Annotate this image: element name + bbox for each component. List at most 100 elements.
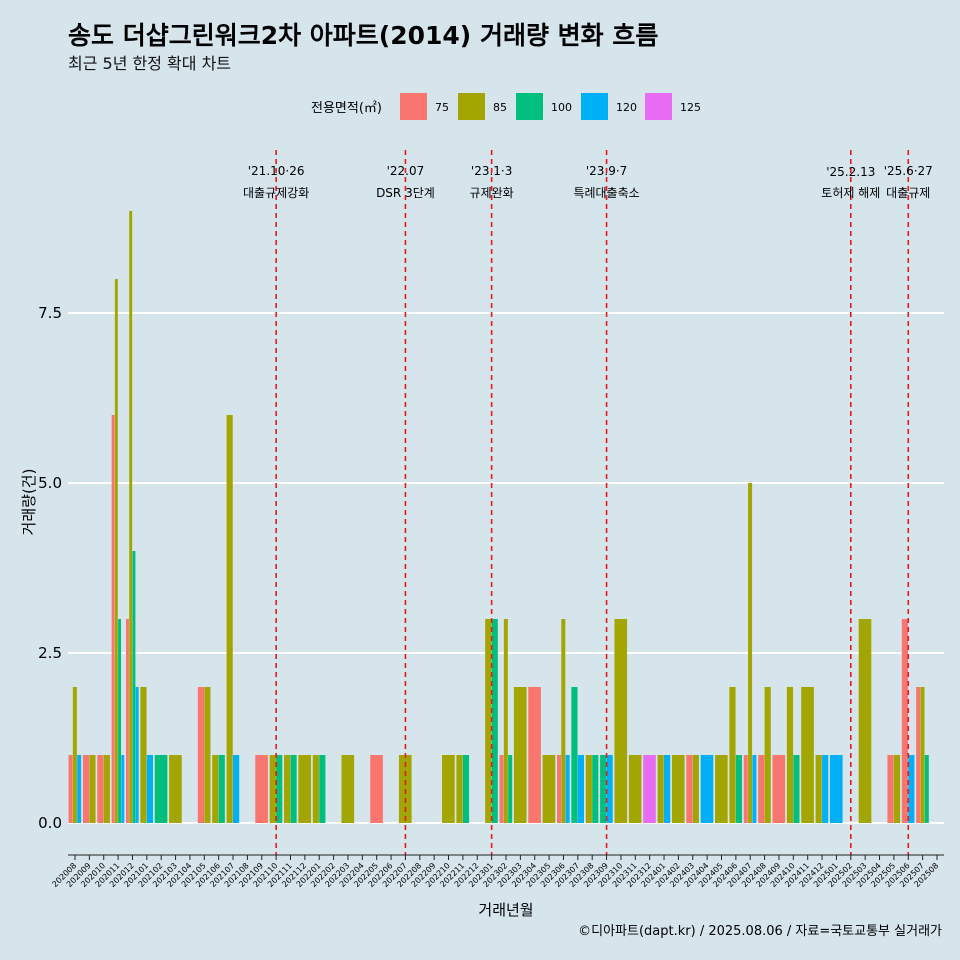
bar-202503-85	[858, 619, 872, 823]
bar-202107-85	[226, 415, 233, 823]
bar-202410-100	[793, 755, 800, 823]
bar-202101-120	[146, 755, 153, 823]
bar-202507-100	[924, 755, 929, 823]
bar-202402-85	[671, 755, 685, 823]
event-label: 규제완화	[470, 186, 514, 200]
bar-202404-120	[700, 755, 714, 823]
bar-202012-75	[126, 619, 129, 823]
bar-202110-100	[276, 755, 283, 823]
bar-202409-75	[772, 755, 786, 823]
bar-202011-85	[114, 279, 118, 823]
bar-202507-75	[916, 687, 921, 823]
bar-202406-100	[735, 755, 743, 823]
bar-202410-85	[786, 687, 794, 823]
bar-202008-75	[68, 755, 73, 823]
legend-label-125: 125	[680, 101, 701, 114]
bar-202306-85	[561, 619, 566, 823]
bar-202311-85	[628, 755, 642, 823]
bar-202303-85	[513, 687, 527, 823]
bar-202010-85	[103, 755, 110, 823]
bar-202112-85	[298, 755, 312, 823]
event-label: 토허제 해제	[821, 186, 880, 200]
bar-202105-85	[204, 687, 211, 823]
event-date-label: '23.9·7	[586, 164, 627, 178]
bar-202205-75	[370, 755, 383, 823]
bar-202412-120	[822, 755, 829, 823]
bar-202301-85	[485, 619, 492, 823]
bar-202407-120	[752, 755, 757, 823]
bar-202306-75	[557, 755, 562, 823]
bar-202103-85	[169, 755, 182, 823]
bar-202403-85	[692, 755, 699, 823]
bar-202407-85	[748, 483, 753, 823]
bar-202211-100	[462, 755, 470, 823]
bar-202506-120	[908, 755, 915, 823]
bar-202109-75	[255, 755, 268, 823]
bar-202010-75	[97, 755, 104, 823]
bar-202506-75	[901, 619, 908, 823]
bar-202012-120	[135, 687, 139, 823]
event-label: 특례대출축소	[573, 186, 639, 200]
legend-key-125	[645, 93, 672, 120]
bar-202211-85	[456, 755, 463, 823]
bar-202412-85	[815, 755, 822, 823]
bar-202501-120	[829, 755, 843, 823]
bar-202507-85	[920, 687, 925, 823]
y-tick-label: 5.0	[38, 474, 62, 492]
bar-202106-85	[212, 755, 219, 823]
legend-title: 전용면적(㎡)	[311, 101, 382, 116]
bar-202111-100	[290, 755, 297, 823]
bar-202401-85	[657, 755, 664, 823]
event-layer: '21.10·26 대출규제강화 '22.07 DSR 3단계 '23.1·3 규제완화 '…	[243, 150, 933, 855]
bar-202407-75	[743, 755, 748, 823]
bar-202505-85	[893, 755, 901, 823]
bar-202009-85	[89, 755, 96, 823]
event-date-label: '25.2.13	[826, 165, 875, 179]
event-date-label: '25.6·27	[884, 164, 933, 178]
caption: ©디아파트(dapt.kr) / 2025.08.06 / 자료=국토교통부 실…	[578, 924, 942, 939]
bar-202408-75	[758, 755, 765, 823]
event-label: DSR 3단계	[376, 186, 435, 200]
y-tick-label: 2.5	[38, 644, 62, 662]
event-date-label: '23.1·3	[471, 164, 512, 178]
legend-key-75	[400, 93, 427, 120]
event-date-label: '22.07	[387, 164, 425, 178]
x-axis-title: 거래년월	[478, 901, 533, 919]
bar-202107-120	[233, 755, 240, 823]
bar-202011-100	[118, 619, 122, 823]
legend-label-85: 85	[493, 101, 507, 114]
bar-202406-85	[729, 687, 736, 823]
bar-202308-85	[585, 755, 592, 823]
legend-label-100: 100	[551, 101, 572, 114]
legend-key-120	[581, 93, 608, 120]
y-tick-label: 0.0	[38, 814, 62, 832]
bar-202203-85	[341, 755, 355, 823]
bar-202011-120	[121, 755, 125, 823]
bar-202408-85	[764, 687, 771, 823]
bar-202106-100	[218, 755, 225, 823]
bar-202306-120	[565, 755, 570, 823]
bar-202102-100	[154, 755, 168, 823]
bar-202401-120	[664, 755, 671, 823]
bar-202201-100	[319, 755, 326, 823]
bar-202309-100	[600, 755, 607, 823]
bar-202403-75	[686, 755, 693, 823]
bar-202302-85	[503, 619, 508, 823]
bar-202011-75	[111, 415, 115, 823]
bar-202301-100	[491, 619, 498, 823]
bar-202405-85	[715, 755, 728, 823]
bar-202304-75	[528, 687, 541, 823]
bar-202008-120	[77, 755, 82, 823]
bar-202308-100	[592, 755, 599, 823]
legend-key-85	[458, 93, 485, 120]
event-date-label: '21.10·26	[248, 164, 305, 178]
bar-202012-85	[129, 211, 133, 823]
bar-202110-85	[269, 755, 276, 823]
bar-202101-85	[140, 687, 147, 823]
bar-202505-75	[887, 755, 894, 823]
bar-202105-75	[197, 687, 204, 823]
bar-202008-85	[72, 687, 77, 823]
bar-202307-120	[577, 755, 584, 823]
legend-key-100	[516, 93, 543, 120]
legend: 전용면적(㎡) 75 85 100 120 125	[311, 93, 701, 120]
